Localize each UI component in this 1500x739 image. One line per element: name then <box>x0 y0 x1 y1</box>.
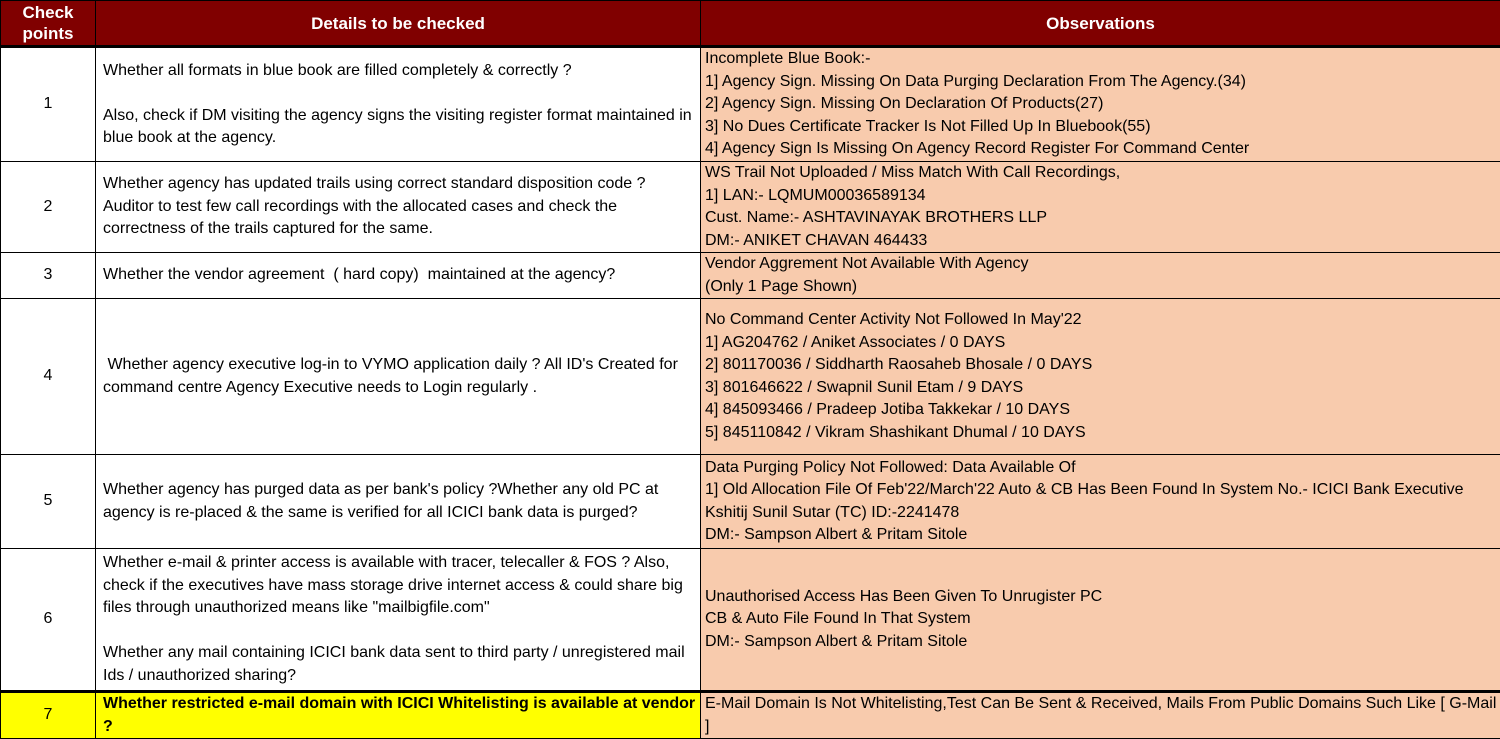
observations-cell[interactable]: WS Trail Not Uploaded / Miss Match With … <box>701 162 1500 253</box>
table-row-1: 1 Whether all formats in blue book are f… <box>1 47 1500 162</box>
header-check-points[interactable]: Check points <box>1 1 96 47</box>
observations-cell[interactable]: Incomplete Blue Book:- 1] Agency Sign. M… <box>701 47 1500 162</box>
observations-cell[interactable]: Vendor Aggrement Not Available With Agen… <box>701 253 1500 299</box>
header-row: Check points Details to be checked Obser… <box>1 1 1500 47</box>
observations-cell[interactable]: Data Purging Policy Not Followed: Data A… <box>701 455 1500 549</box>
details-cell[interactable]: Whether agency executive log-in to VYMO … <box>96 299 701 455</box>
details-cell[interactable]: Whether e-mail & printer access is avail… <box>96 549 701 692</box>
checkpoint-cell[interactable]: 6 <box>1 549 96 692</box>
observations-cell[interactable]: E-Mail Domain Is Not Whitelisting,Test C… <box>701 692 1500 739</box>
observations-cell[interactable]: No Command Center Activity Not Followed … <box>701 299 1500 455</box>
details-cell[interactable]: Whether agency has updated trails using … <box>96 162 701 253</box>
checkpoint-cell[interactable]: 5 <box>1 455 96 549</box>
details-cell[interactable]: Whether restricted e-mail domain with IC… <box>96 692 701 739</box>
observations-cell[interactable]: Unauthorised Access Has Been Given To Un… <box>701 549 1500 692</box>
details-cell[interactable]: Whether all formats in blue book are fil… <box>96 47 701 162</box>
checkpoint-cell[interactable]: 3 <box>1 253 96 299</box>
details-cell[interactable]: Whether the vendor agreement ( hard copy… <box>96 253 701 299</box>
table-row-2: 2 Whether agency has updated trails usin… <box>1 162 1500 253</box>
table-row-3: 3 Whether the vendor agreement ( hard co… <box>1 253 1500 299</box>
header-details-to-be-checked[interactable]: Details to be checked <box>96 1 701 47</box>
table-row-7-highlighted: 7 Whether restricted e-mail domain with … <box>1 692 1500 739</box>
checkpoint-cell[interactable]: 4 <box>1 299 96 455</box>
table-row-4: 4 Whether agency executive log-in to VYM… <box>1 299 1500 455</box>
checkpoint-cell[interactable]: 7 <box>1 692 96 739</box>
header-observations[interactable]: Observations <box>701 1 1500 47</box>
table-row-6: 6 Whether e-mail & printer access is ava… <box>1 549 1500 692</box>
details-cell[interactable]: Whether agency has purged data as per ba… <box>96 455 701 549</box>
table-row-5: 5 Whether agency has purged data as per … <box>1 455 1500 549</box>
checkpoint-cell[interactable]: 2 <box>1 162 96 253</box>
checkpoint-cell[interactable]: 1 <box>1 47 96 162</box>
